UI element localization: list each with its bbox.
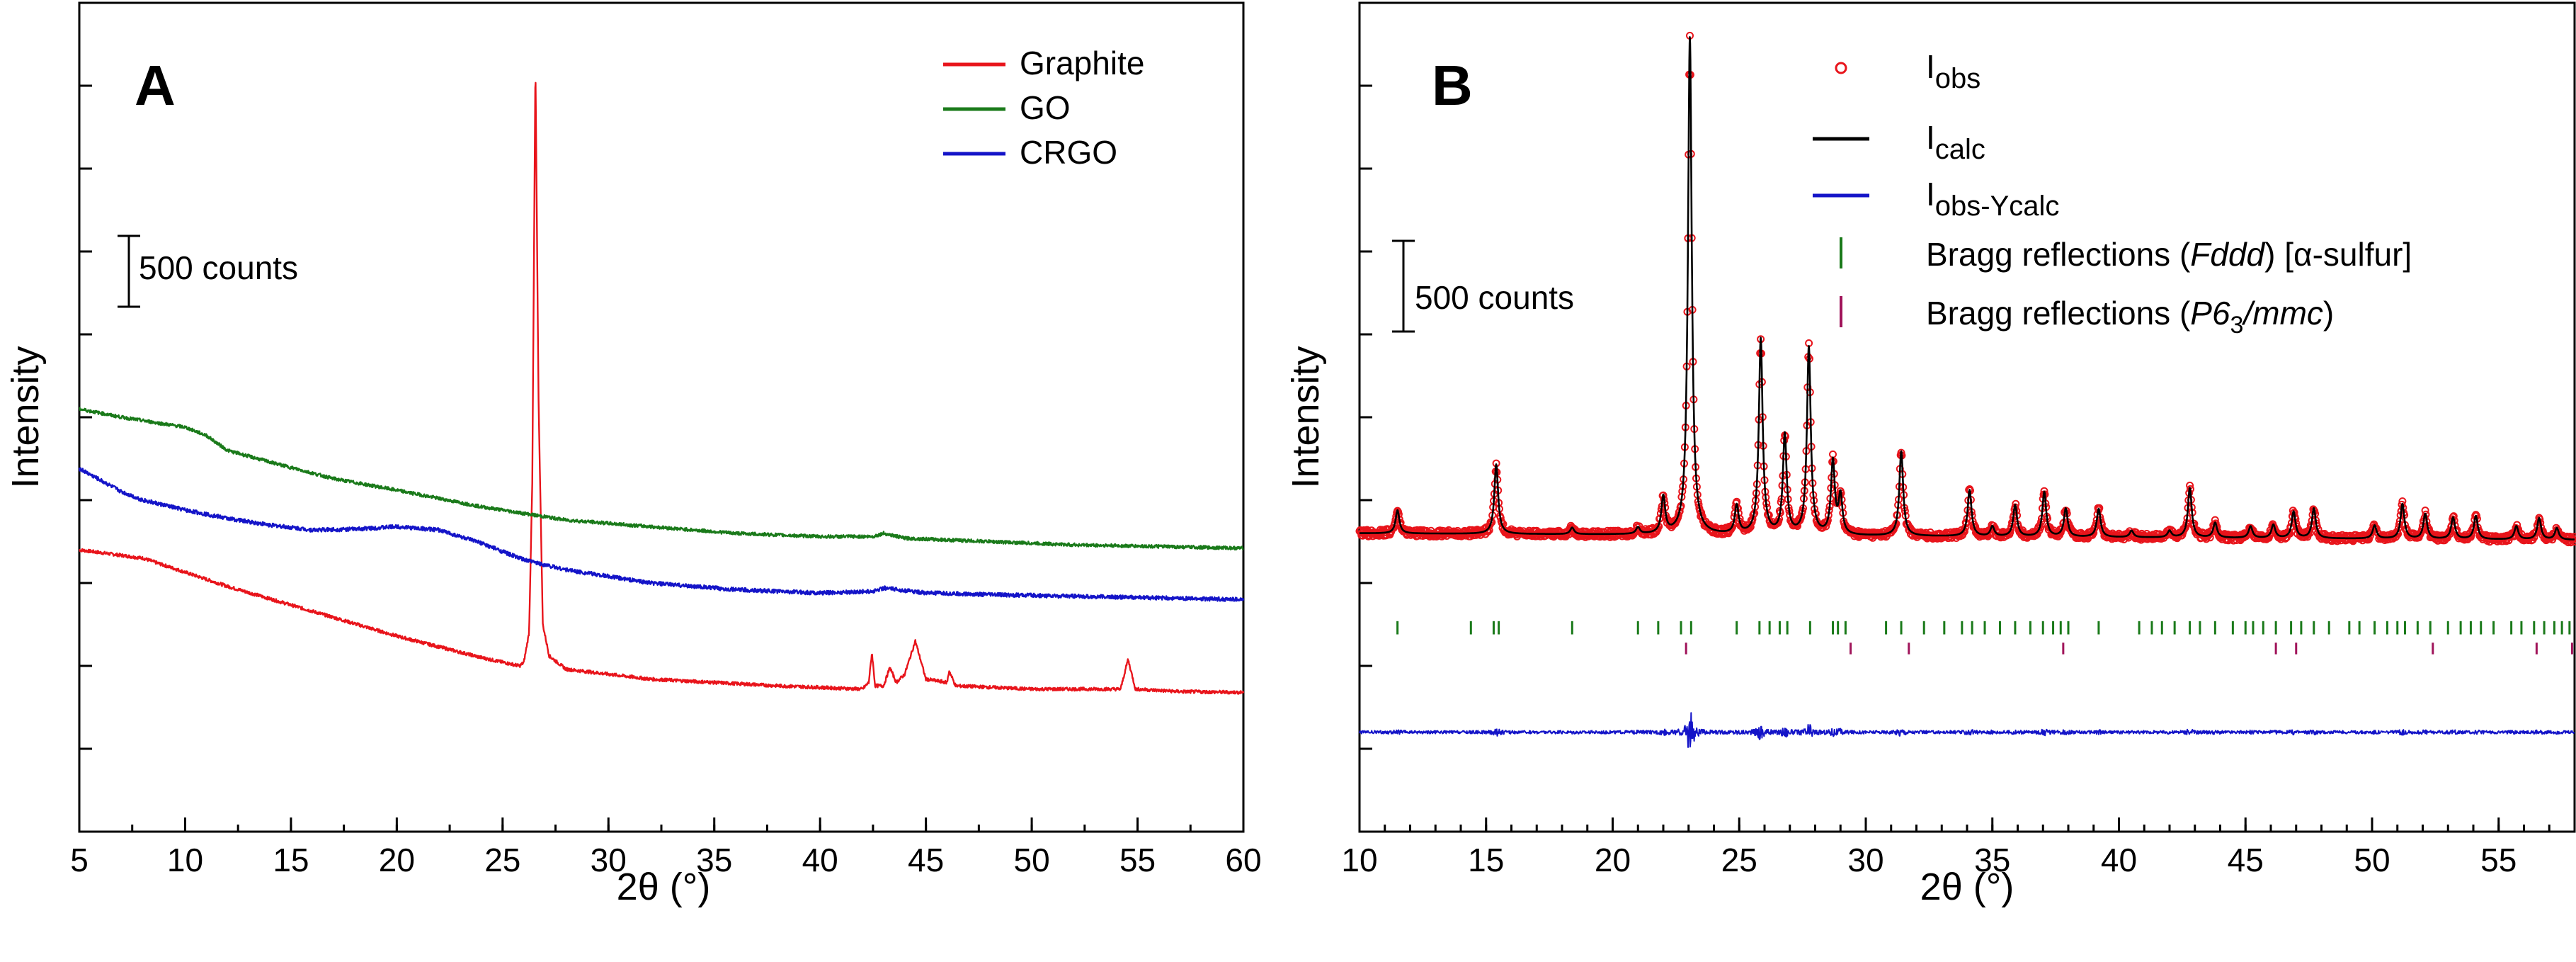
panel-a-x-tick-label: 50 bbox=[1014, 842, 1050, 878]
panel-a-x-tick-label: 25 bbox=[484, 842, 520, 878]
panel-a-x-tick-label: 60 bbox=[1225, 842, 1261, 878]
panel-a-scale-bar-label: 500 counts bbox=[139, 249, 298, 286]
panel-a-x-tick-label: 10 bbox=[167, 842, 203, 878]
legend-label-1: Icalc bbox=[1926, 119, 1985, 165]
panel-a-x-tick-label: 45 bbox=[908, 842, 944, 878]
panel-a-scale-bar: 500 counts bbox=[118, 234, 298, 308]
panel-b-axes-frame bbox=[1358, 1, 2576, 833]
legend-iobs-swatch bbox=[1835, 62, 1847, 74]
legend-graphite-label: Graphite bbox=[1020, 45, 1144, 81]
panel-b-x-tick-label: 45 bbox=[2228, 842, 2264, 878]
panel-a-x-tick-label: 35 bbox=[696, 842, 732, 878]
panel-b-legend: Iobs Icalc Iobs-Ycalc Bragg reflections (Fd… bbox=[1813, 48, 2412, 339]
series-go-line bbox=[79, 407, 1244, 551]
legend-label-3: Bragg reflections (Fddd) [α-sulfur] bbox=[1926, 236, 2412, 273]
panel-b-x-tick-label: 50 bbox=[2354, 842, 2390, 878]
legend-crgo-label: CRGO bbox=[1020, 134, 1117, 171]
panel-a-axes-frame bbox=[78, 1, 1245, 833]
panel-b-chart: 10 15 20 25 30 35 40 45 50 55 B 500 counts Iobs Ic… bbox=[1284, 1, 2576, 908]
legend-label-0: Iobs bbox=[1926, 48, 1981, 94]
series-crgo-line bbox=[78, 467, 1245, 602]
panel-b-x-tick-label: 35 bbox=[1974, 842, 2010, 878]
panel-b-ticks: 10 15 20 25 30 35 40 45 50 55 bbox=[1341, 84, 2576, 878]
legend-label-4: Bragg reflections (P63/mmc) bbox=[1926, 295, 2334, 339]
panel-b-x-axis-label: 2θ (°) bbox=[1920, 866, 2014, 908]
panel-a-y-axis-label: Intensity bbox=[4, 346, 47, 488]
legend-label-2: Iobs-Ycalc bbox=[1926, 176, 2059, 222]
panel-a-legend: Graphite GO CRGO bbox=[943, 45, 1144, 171]
panel-b-x-tick-label: 20 bbox=[1595, 842, 1631, 878]
panel-a-label: A bbox=[135, 54, 176, 117]
panel-b-scale-bar-label: 500 counts bbox=[1415, 279, 1574, 316]
series-iobs-points bbox=[1355, 31, 2576, 547]
panel-a-ticks: 5 10 15 20 25 30 35 40 45 50 55 60 bbox=[70, 84, 1262, 878]
panel-a-x-axis-label: 2θ (°) bbox=[617, 866, 711, 908]
panel-b-y-axis-label: Intensity bbox=[1284, 346, 1327, 488]
series-graphite-line bbox=[79, 81, 1245, 695]
panel-b-label: B bbox=[1432, 54, 1473, 117]
panel-b-x-tick-label: 25 bbox=[1721, 842, 1757, 878]
panel-b-x-tick-label: 15 bbox=[1468, 842, 1504, 878]
panel-a-x-tick-label: 55 bbox=[1119, 842, 1156, 878]
panel-a-x-tick-label: 40 bbox=[802, 842, 838, 878]
panel-a-chart: 5 10 15 20 25 30 35 40 45 50 55 60 A 500 counts Gra… bbox=[4, 1, 1262, 908]
panel-b-series bbox=[1355, 31, 2576, 748]
panel-a-x-tick-label: 5 bbox=[70, 842, 89, 878]
series-diff-line bbox=[1359, 712, 2575, 748]
legend-go-label: GO bbox=[1020, 89, 1071, 126]
panel-b-x-tick-label: 55 bbox=[2480, 842, 2517, 878]
panel-b-bragg-reflections bbox=[1396, 621, 2573, 655]
panel-a-x-tick-label: 20 bbox=[379, 842, 415, 878]
panel-a-series bbox=[78, 81, 1245, 695]
panel-a-x-tick-label: 30 bbox=[591, 842, 627, 878]
panel-a-x-tick-label: 15 bbox=[273, 842, 309, 878]
panel-b-x-tick-label: 30 bbox=[1847, 842, 1883, 878]
panel-b-x-tick-label: 40 bbox=[2101, 842, 2137, 878]
panel-b-x-tick-label: 10 bbox=[1341, 842, 1377, 878]
panel-b-scale-bar: 500 counts bbox=[1392, 239, 1574, 333]
